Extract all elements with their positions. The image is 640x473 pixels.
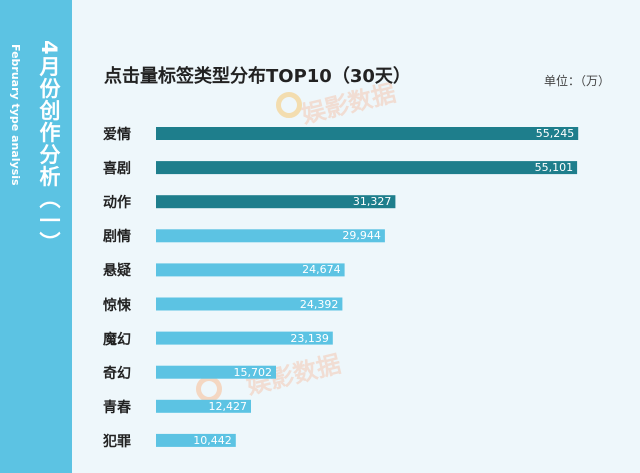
- value-label: 24,674: [302, 263, 341, 277]
- chart-title: 点击量标签类型分布TOP10（30天）: [104, 66, 411, 87]
- value-label: 10,442: [193, 433, 232, 447]
- bar-犯罪: [156, 433, 236, 447]
- bar-惊悚: [156, 297, 343, 311]
- bar-剧情: [156, 229, 385, 243]
- category-label: 爱情: [103, 127, 131, 143]
- bar-奇幻: [156, 365, 276, 379]
- value-label: 55,245: [535, 127, 575, 140]
- bar-青春: [156, 399, 251, 413]
- category-label: 犯罪: [103, 433, 131, 450]
- value-label: 29,944: [342, 229, 381, 243]
- category-label: 奇幻: [103, 365, 131, 382]
- bar-动作: [156, 195, 396, 209]
- category-label: 动作: [103, 195, 131, 212]
- unit-label: 单位：（万）: [544, 74, 611, 88]
- value-label: 24,392: [299, 297, 339, 311]
- category-label: 悬疑: [103, 263, 131, 280]
- category-label: 魔幻: [103, 331, 131, 348]
- bar-喜剧: [156, 161, 578, 175]
- category-label: 喜剧: [103, 161, 131, 178]
- value-label: 23,139: [290, 331, 329, 345]
- value-label: 31,327: [352, 195, 392, 209]
- bar-爱情: [156, 127, 579, 140]
- category-label: 惊悚: [103, 297, 131, 314]
- value-label: 15,702: [233, 365, 273, 379]
- sidebar-panel: 4月份创作分析（一） February type analysis: [0, 0, 72, 473]
- sidebar-title: 4月份创作分析（一）: [37, 40, 61, 254]
- bar-魔幻: [156, 331, 333, 345]
- watermark-logo-icon: [276, 92, 302, 118]
- category-label: 青春: [103, 399, 131, 416]
- value-label: 12,427: [208, 399, 247, 413]
- category-label: 剧情: [103, 229, 131, 246]
- bar-悬疑: [156, 263, 345, 277]
- sidebar-subtitle: February type analysis: [9, 44, 22, 186]
- value-label: 55,101: [534, 161, 574, 175]
